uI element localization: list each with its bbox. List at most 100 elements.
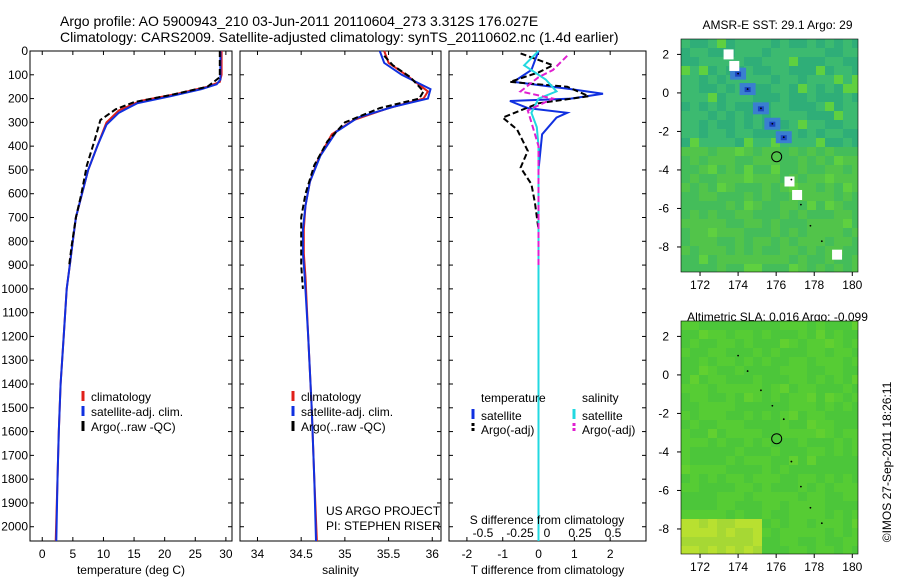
map-field-cell	[843, 228, 852, 237]
map-field-cell	[771, 357, 780, 366]
map-field-cell	[699, 165, 708, 174]
map-field-cell	[825, 393, 834, 402]
map-field-cell	[699, 519, 708, 528]
map-field-cell	[717, 84, 726, 93]
x-tick-label: 34.5	[289, 547, 313, 561]
map-field-cell	[798, 111, 807, 120]
map-field-cell	[708, 192, 717, 201]
map-field-cell	[753, 474, 762, 483]
map-field-cell	[843, 429, 852, 438]
map-field-cell	[681, 528, 690, 537]
map-field-cell	[699, 438, 708, 447]
y-tick-label: 200	[8, 92, 28, 106]
map-field-cell	[852, 393, 858, 402]
map-field-cell	[834, 456, 843, 465]
map-field-cell	[852, 219, 858, 228]
map-y-tick-label: 2	[662, 47, 669, 61]
track-point	[790, 178, 793, 181]
map-field-cell	[771, 102, 780, 111]
map-field-cell	[690, 138, 699, 147]
map-field-cell	[690, 183, 699, 192]
map-field-cell	[744, 39, 753, 48]
map-field-cell	[789, 348, 798, 357]
map-field-cell	[843, 219, 852, 228]
map-field-cell	[735, 519, 744, 528]
map-field-cell	[753, 237, 762, 246]
map-field-cell	[681, 93, 690, 102]
map-field-cell	[762, 402, 771, 411]
map-field-cell	[690, 219, 699, 228]
map-field-cell	[780, 447, 789, 456]
map-x-tick-label: 180	[842, 560, 862, 574]
map-field-cell	[708, 210, 717, 219]
map-field-cell	[843, 321, 852, 330]
map-field-cell	[744, 174, 753, 183]
map-field-cell	[807, 474, 816, 483]
map-field-cell	[843, 393, 852, 402]
map-field-cell	[708, 138, 717, 147]
map-field-cell	[762, 537, 771, 546]
map-field-cell	[789, 537, 798, 546]
map-field-cell	[825, 66, 834, 75]
map-field-cell	[726, 183, 735, 192]
map-field-cell	[843, 366, 852, 375]
map-field-cell	[699, 48, 708, 57]
map-field-cell	[798, 219, 807, 228]
x-tick-label: 10	[97, 547, 111, 561]
map-field-cell	[843, 411, 852, 420]
map-field-cell	[789, 147, 798, 156]
map-field-cell	[852, 111, 858, 120]
map-field-cell	[798, 183, 807, 192]
map-field-cell	[744, 183, 753, 192]
map-field-cell	[699, 483, 708, 492]
map-field-cell	[771, 57, 780, 66]
map-field-cell	[753, 330, 762, 339]
map-field-cell	[681, 264, 690, 272]
map-x-tick-label: 180	[842, 278, 862, 292]
map-field-cell	[852, 492, 858, 501]
y-tick-label: 1900	[1, 496, 28, 510]
map-field-cell	[708, 219, 717, 228]
map-field-cell	[681, 402, 690, 411]
map-field-cell	[843, 420, 852, 429]
map-field-cell	[816, 375, 825, 384]
map-field-cell	[744, 384, 753, 393]
map-field-cell	[780, 339, 789, 348]
map-field-cell	[807, 192, 816, 201]
map-field-cell	[762, 483, 771, 492]
map-field-cell	[735, 321, 744, 330]
map-field-cell	[690, 438, 699, 447]
map-field-cell	[726, 528, 735, 537]
map-field-cell	[807, 246, 816, 255]
series-line-t-argo-adj-	[500, 52, 593, 254]
map-field-cell	[843, 237, 852, 246]
map-field-cell	[789, 138, 798, 147]
map-field-cell	[753, 93, 762, 102]
map-field-cell	[789, 183, 798, 192]
map-field-cell	[807, 447, 816, 456]
map-field-cell	[735, 111, 744, 120]
map-field-cell	[717, 174, 726, 183]
map-field-cell	[681, 420, 690, 429]
map-field-cell	[726, 438, 735, 447]
map-field-cell	[771, 75, 780, 84]
map-field-cell	[834, 201, 843, 210]
map-field-cell	[744, 228, 753, 237]
map-field-cell	[780, 465, 789, 474]
map-field-cell	[726, 510, 735, 519]
map-field-cell	[762, 264, 771, 272]
map-field-cell	[780, 264, 789, 272]
map-field-cell	[807, 411, 816, 420]
map-field-cell	[726, 519, 735, 528]
map-field-cell	[780, 48, 789, 57]
map-field-cell	[735, 465, 744, 474]
map-field-cell	[834, 102, 843, 111]
map-field-cell	[681, 156, 690, 165]
map-field-cell	[834, 111, 843, 120]
s-tick-label: 0	[544, 526, 551, 540]
map-field-cell	[771, 474, 780, 483]
map-field-cell	[807, 84, 816, 93]
map-field-cell	[798, 57, 807, 66]
map-field-cell	[753, 66, 762, 75]
map-field-cell	[771, 438, 780, 447]
